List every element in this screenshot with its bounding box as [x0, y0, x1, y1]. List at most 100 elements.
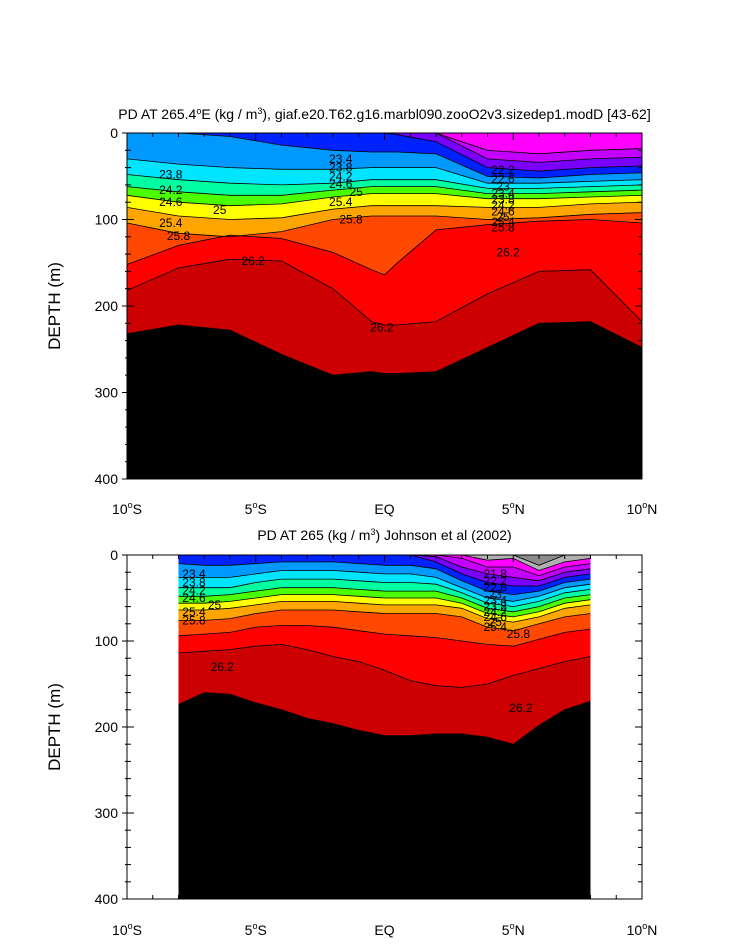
contour-label: 24.2	[491, 199, 515, 213]
y-tick-label: 200	[95, 298, 119, 314]
contour-label: 26.6	[527, 825, 551, 839]
contour-label: 24.2	[329, 169, 353, 183]
contour-label: 25	[349, 185, 363, 199]
contour-line	[127, 158, 642, 184]
contour-label: 24.2	[484, 605, 508, 619]
y-tick-label: 0	[110, 547, 118, 563]
contour-line	[178, 625, 591, 647]
contour-label: 25	[496, 210, 510, 224]
contour-label: 22.6	[491, 172, 515, 186]
contour-label: 26.2	[211, 660, 235, 674]
contour-label: 25.4	[491, 215, 515, 229]
contour-line	[127, 186, 642, 196]
contour-label: 25	[213, 203, 227, 217]
contour-label: 22.6	[484, 581, 508, 595]
contour-line	[127, 258, 642, 326]
contour-line	[127, 174, 642, 189]
contour-line	[178, 578, 591, 608]
y-tick-label: 300	[95, 385, 119, 401]
contour-label: 23.8	[329, 161, 353, 175]
contour-line	[127, 212, 642, 238]
contour-line	[127, 193, 642, 207]
y-axis-label: DEPTH (m)	[45, 683, 64, 771]
x-tick-label: 5oN	[502, 921, 525, 938]
contour-line	[127, 321, 642, 376]
contour-line	[127, 133, 642, 163]
contour-label: 26.2	[241, 254, 265, 268]
contour-line	[178, 561, 591, 596]
y-tick-label: 300	[95, 805, 119, 821]
contour-label: 26.2	[370, 321, 394, 335]
contour-label: 24.2	[159, 183, 183, 197]
contour-label: 26.6	[491, 434, 515, 448]
contour-line	[178, 692, 591, 745]
contour-label: 25.8	[182, 613, 206, 627]
contour-label: 25.8	[339, 213, 363, 227]
contour-label: 25.8	[507, 627, 531, 641]
contour-label: 26.2	[509, 701, 533, 715]
contour-label: 22.2	[491, 163, 515, 177]
contour-line	[178, 570, 591, 602]
contour-label: 25.4	[159, 216, 183, 230]
x-tick-label: 5oS	[245, 500, 267, 517]
contour-line	[178, 798, 591, 817]
y-tick-label: 100	[95, 633, 119, 649]
contour-label: 23.4	[329, 152, 353, 166]
chart-panel-1: 23.423.824.224.62525.425.826.226.623.824…	[45, 106, 657, 517]
x-tick-label: 5oN	[502, 500, 525, 517]
contour-label: 22.2	[484, 574, 508, 588]
contour-label: 23.4	[484, 594, 508, 608]
plot-area: 23.423.824.224.6 2525.425.826.226.226.626…	[178, 555, 591, 899]
contour-line	[127, 397, 642, 438]
contour-label: 24.6	[491, 205, 515, 219]
x-tick-label: 5oS	[245, 921, 267, 938]
contour-label: 23.8	[182, 576, 206, 590]
contour-label: 25.4	[329, 195, 353, 209]
contour-label: 24.6	[159, 195, 183, 209]
contour-label: 24.6	[484, 610, 508, 624]
contour-label: 23.4	[182, 567, 206, 581]
contour-line	[178, 555, 591, 571]
contour-label: 25	[489, 615, 503, 629]
contour-label: 23.4	[491, 187, 515, 201]
contour-band	[127, 397, 642, 479]
contour-label: 23.8	[484, 600, 508, 614]
x-tick-label: EQ	[374, 501, 394, 517]
contour-label: 25	[208, 598, 222, 612]
contour-line	[178, 555, 591, 582]
contour-label: 23.8	[159, 168, 183, 182]
contour-label: 25.4	[484, 620, 508, 634]
contour-label: 24.6	[329, 177, 353, 191]
contour-label: 21.8	[484, 567, 508, 581]
x-tick-label: 10oS	[112, 500, 142, 517]
contour-line	[127, 133, 642, 155]
contour-line	[178, 555, 591, 587]
plot-area: 23.423.824.224.62525.425.826.226.623.824…	[127, 133, 642, 479]
contour-label: 23	[489, 588, 503, 602]
y-tick-label: 100	[95, 212, 119, 228]
contour-label: 23.8	[491, 193, 515, 207]
y-tick-label: 200	[95, 719, 119, 735]
chart-title: PD AT 265.4oE (kg / m3), giaf.e20.T62.g1…	[118, 106, 650, 122]
x-tick-label: 10oN	[627, 921, 658, 938]
contour-label: 25.8	[167, 229, 191, 243]
contour-line	[178, 601, 591, 623]
chart-title: PD AT 265 (kg / m3) Johnson et al (2002)	[257, 527, 511, 543]
contour-line	[178, 594, 591, 618]
contour-line	[178, 555, 591, 577]
x-tick-label: 10oN	[627, 500, 658, 517]
contour-label: 24.6	[182, 591, 206, 605]
contour-line	[178, 555, 591, 566]
chart-panel-2: 23.423.824.224.6 2525.425.826.226.226.626…	[45, 527, 657, 938]
y-tick-label: 400	[95, 471, 119, 487]
contour-label: 25.8	[491, 220, 515, 234]
contour-line	[127, 201, 642, 220]
contour-band	[178, 799, 591, 899]
contour-line	[178, 643, 591, 688]
contour-line	[178, 609, 591, 632]
contour-line	[178, 587, 591, 613]
contour-line	[178, 883, 591, 899]
x-tick-label: 10oS	[112, 921, 142, 938]
y-tick-label: 0	[110, 125, 118, 141]
